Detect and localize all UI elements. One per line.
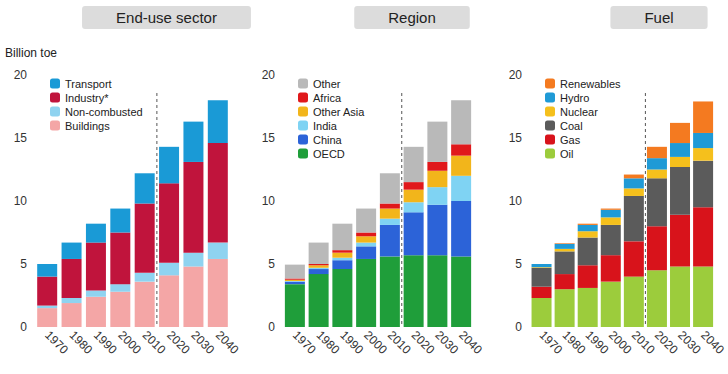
svg-text:20: 20 xyxy=(262,68,276,82)
svg-text:0: 0 xyxy=(515,320,522,334)
svg-text:End-use sector: End-use sector xyxy=(116,9,217,26)
svg-text:Gas: Gas xyxy=(560,134,581,146)
svg-text:2040: 2040 xyxy=(456,328,485,357)
svg-text:1970: 1970 xyxy=(537,328,566,357)
svg-text:10: 10 xyxy=(14,194,28,208)
svg-text:1990: 1990 xyxy=(337,328,366,357)
svg-text:20: 20 xyxy=(14,68,28,82)
svg-text:15: 15 xyxy=(262,131,276,145)
svg-text:0: 0 xyxy=(268,320,275,334)
svg-text:Industry*: Industry* xyxy=(65,92,109,104)
svg-text:1980: 1980 xyxy=(67,328,96,357)
svg-text:5: 5 xyxy=(515,257,522,271)
svg-text:20: 20 xyxy=(509,68,523,82)
svg-text:Renewables: Renewables xyxy=(560,78,621,90)
svg-text:Transport: Transport xyxy=(65,78,112,90)
svg-text:Other Asia: Other Asia xyxy=(313,106,365,118)
svg-text:1990: 1990 xyxy=(91,328,120,357)
svg-text:Billion toe: Billion toe xyxy=(5,46,57,60)
svg-text:India: India xyxy=(313,120,338,132)
svg-text:Africa: Africa xyxy=(313,92,342,104)
svg-text:15: 15 xyxy=(509,131,523,145)
svg-text:Nuclear: Nuclear xyxy=(560,106,598,118)
svg-text:2040: 2040 xyxy=(698,328,727,357)
svg-text:Fuel: Fuel xyxy=(644,9,673,26)
svg-text:Other: Other xyxy=(313,78,341,90)
svg-text:Hydro: Hydro xyxy=(560,92,589,104)
svg-text:10: 10 xyxy=(262,194,276,208)
svg-text:10: 10 xyxy=(509,194,523,208)
svg-text:1980: 1980 xyxy=(314,328,343,357)
svg-text:2010: 2010 xyxy=(385,328,414,357)
svg-text:2010: 2010 xyxy=(629,328,658,357)
svg-text:Region: Region xyxy=(388,9,436,26)
svg-text:2000: 2000 xyxy=(606,328,635,357)
svg-text:2010: 2010 xyxy=(140,328,169,357)
svg-text:Non-combusted: Non-combusted xyxy=(65,106,143,118)
svg-text:5: 5 xyxy=(20,257,27,271)
svg-text:1970: 1970 xyxy=(42,328,71,357)
svg-text:2020: 2020 xyxy=(164,328,193,357)
svg-text:Coal: Coal xyxy=(560,120,583,132)
svg-text:2020: 2020 xyxy=(652,328,681,357)
svg-text:Oil: Oil xyxy=(560,148,573,160)
svg-text:2030: 2030 xyxy=(188,328,217,357)
svg-text:5: 5 xyxy=(268,257,275,271)
svg-text:1970: 1970 xyxy=(290,328,319,357)
svg-text:2000: 2000 xyxy=(115,328,144,357)
svg-text:OECD: OECD xyxy=(313,148,345,160)
svg-text:Buildings: Buildings xyxy=(65,120,110,132)
svg-text:15: 15 xyxy=(14,131,28,145)
svg-text:2040: 2040 xyxy=(213,328,242,357)
svg-text:2030: 2030 xyxy=(432,328,461,357)
svg-text:0: 0 xyxy=(20,320,27,334)
svg-text:China: China xyxy=(313,134,343,146)
svg-text:2000: 2000 xyxy=(361,328,390,357)
svg-text:2020: 2020 xyxy=(409,328,438,357)
svg-text:1990: 1990 xyxy=(583,328,612,357)
svg-text:2030: 2030 xyxy=(675,328,704,357)
svg-text:1980: 1980 xyxy=(560,328,589,357)
